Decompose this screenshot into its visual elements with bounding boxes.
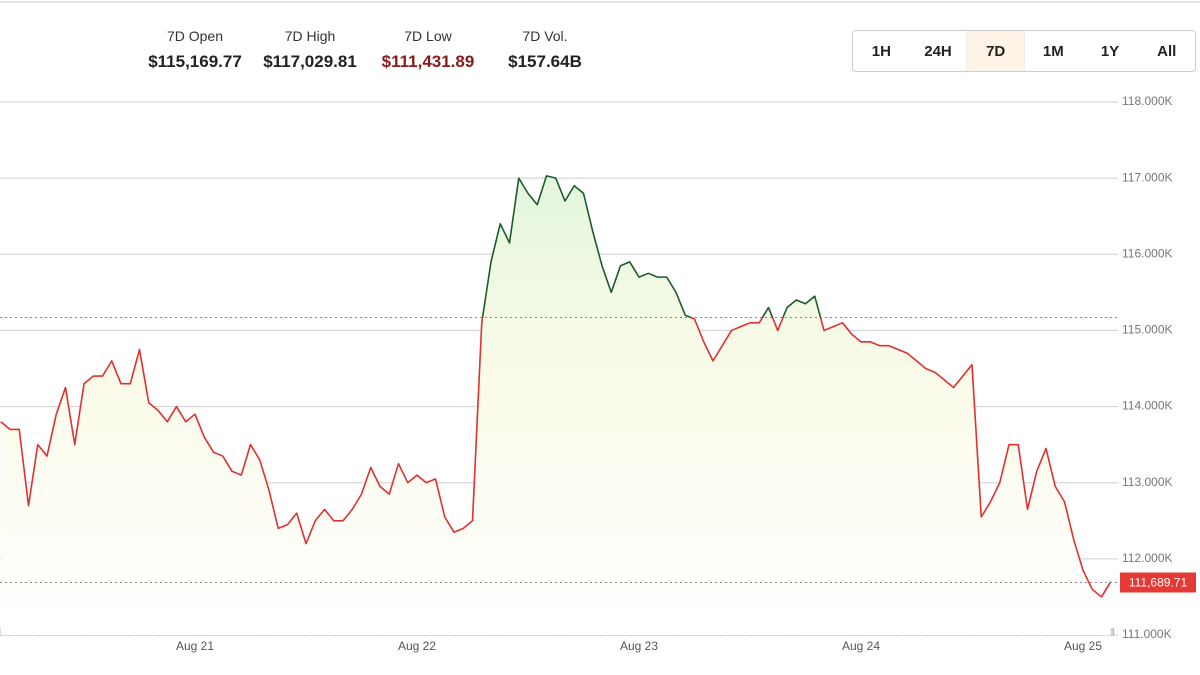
- x-tick-label: Aug 24: [842, 639, 880, 653]
- stat: 7D Open $115,169.77: [135, 28, 255, 72]
- price-tag: [1120, 572, 1196, 593]
- x-tick-label: Aug 22: [398, 639, 436, 653]
- price-line: [0, 175, 1112, 598]
- area: [0, 175, 1111, 636]
- stat: 7D Low $111,431.89: [368, 28, 488, 72]
- y-tick-label: 113.000K: [1122, 475, 1173, 489]
- stat-value: $117,029.81: [263, 52, 357, 71]
- stat-label: 7D Open: [166, 28, 224, 44]
- range-button[interactable]: 1Y: [1100, 42, 1120, 60]
- range-button[interactable]: 24H: [924, 42, 952, 60]
- stat-label: 7D Low: [404, 28, 452, 44]
- stat-value: $115,169.77: [148, 52, 242, 71]
- range-selector: 1H 24H 7D 1M 1Y All: [852, 30, 1196, 72]
- y-tick-label: 118.000K: [1122, 94, 1173, 108]
- price-tag-label: 111,689.71: [1129, 576, 1188, 590]
- y-tick-label: 111.000K: [1122, 627, 1172, 641]
- range-button[interactable]: All: [1157, 42, 1177, 60]
- y-tick-label: 116.000K: [1122, 246, 1173, 260]
- range-button[interactable]: 1M: [1042, 42, 1064, 60]
- stat: 7D Vol. $157.64B: [485, 28, 605, 72]
- y-tick-label: 114.000K: [1122, 399, 1173, 413]
- y-tick-label: 115.000K: [1122, 323, 1173, 337]
- range-button[interactable]: 1H: [871, 42, 891, 60]
- stat-value: $111,431.89: [381, 52, 475, 71]
- x-tick-label: Aug 25: [1064, 639, 1102, 653]
- stat-label: 7D Vol.: [522, 28, 568, 44]
- stat: 7D High $117,029.81: [250, 28, 370, 72]
- stat-value: $157.64B: [508, 52, 582, 71]
- stat-label: 7D High: [284, 28, 336, 44]
- x-tick-label: Aug 21: [176, 639, 214, 653]
- y-tick-label: 117.000K: [1122, 170, 1173, 184]
- x-tick-label: Aug 23: [620, 639, 658, 653]
- range-button[interactable]: 7D: [966, 31, 1026, 71]
- y-tick-label: 112.000K: [1122, 551, 1173, 565]
